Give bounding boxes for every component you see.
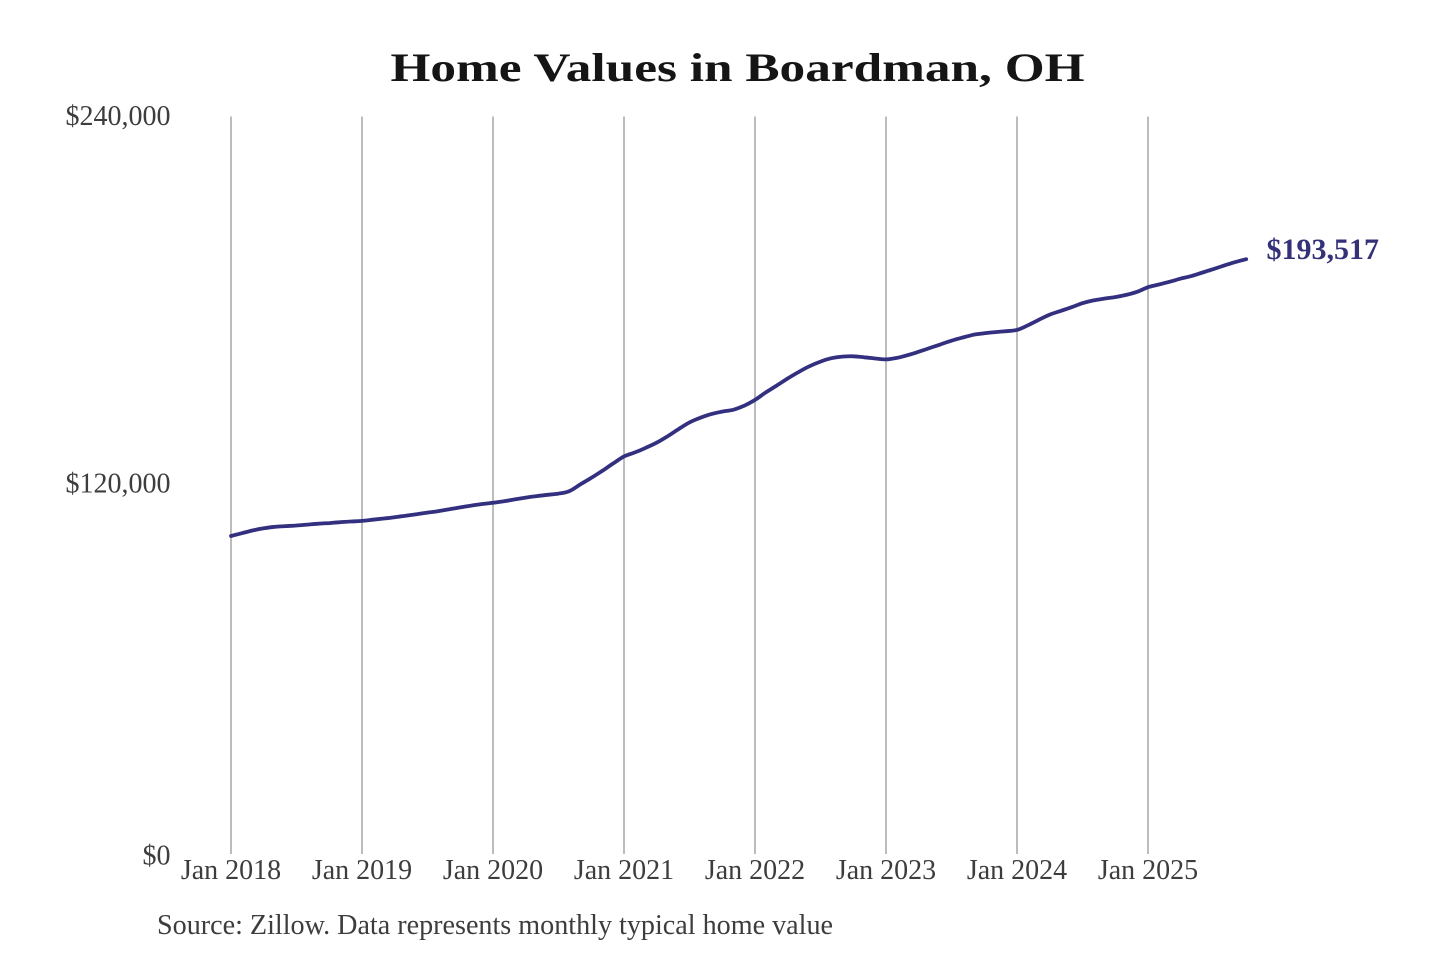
svg-text:Jan 2022: Jan 2022 bbox=[705, 855, 805, 886]
svg-text:Jan 2024: Jan 2024 bbox=[967, 855, 1067, 886]
svg-text:Jan 2018: Jan 2018 bbox=[181, 855, 281, 886]
svg-text:$120,000: $120,000 bbox=[66, 469, 171, 500]
svg-text:Source: Zillow. Data represent: Source: Zillow. Data represents monthly … bbox=[157, 910, 833, 941]
svg-text:Jan 2023: Jan 2023 bbox=[836, 855, 936, 886]
svg-text:$0: $0 bbox=[143, 841, 171, 872]
svg-text:$193,517: $193,517 bbox=[1267, 233, 1380, 266]
svg-text:$240,000: $240,000 bbox=[66, 101, 171, 132]
svg-text:Jan 2025: Jan 2025 bbox=[1098, 855, 1198, 886]
svg-text:Jan 2021: Jan 2021 bbox=[574, 855, 674, 886]
svg-text:Jan 2020: Jan 2020 bbox=[443, 855, 543, 886]
svg-text:Home Values in Boardman, OH: Home Values in Boardman, OH bbox=[391, 45, 1085, 90]
svg-text:Jan 2019: Jan 2019 bbox=[312, 855, 412, 886]
